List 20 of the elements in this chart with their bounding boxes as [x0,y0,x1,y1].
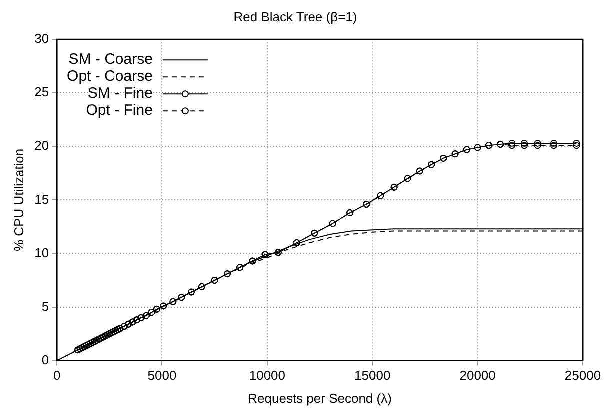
x-tick-label: 10000 [249,368,286,384]
legend-label: SM - Coarse [68,51,153,68]
x-axis-title: Requests per Second (λ) [248,390,392,406]
x-tick-label: 15000 [354,368,391,384]
y-tick-label: 10 [34,245,50,260]
x-tick-label: 25000 [564,368,602,384]
y-tick-label: 25 [34,84,50,100]
legend-label: Opt - Coarse [67,68,153,86]
x-tick-label: 5000 [148,368,177,384]
y-tick-label: 20 [34,138,50,154]
y-axis-title: % CPU Utilization [11,148,26,252]
x-tick-label: 20000 [460,368,496,384]
y-tick-label: 15 [34,192,50,207]
legend-label: Opt - Fine [86,102,153,120]
legend-label: SM - Fine [88,85,153,102]
y-tick-label: 0 [42,352,50,368]
y-tick-label: 5 [42,298,50,314]
y-tick-label: 30 [34,31,50,46]
chart-title: Red Black Tree (β=1) [234,9,358,24]
x-tick-label: 0 [53,368,61,384]
